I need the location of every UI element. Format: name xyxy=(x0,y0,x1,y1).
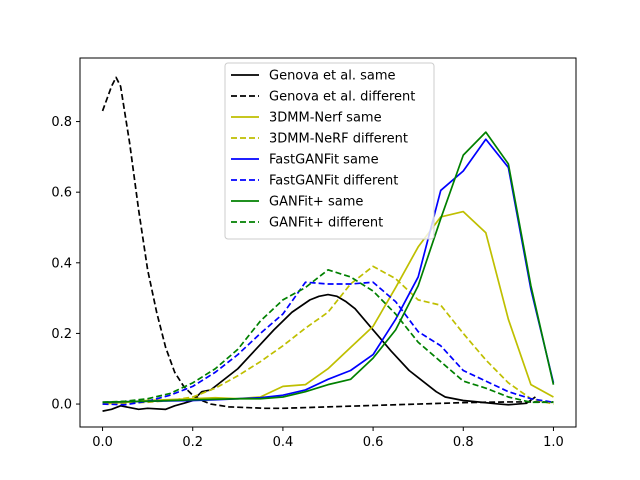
legend-label: GANFit+ same xyxy=(269,195,363,210)
x-tick-label: 0.2 xyxy=(182,435,203,450)
y-tick-label: 0.2 xyxy=(51,327,72,342)
x-tick-label: 0.6 xyxy=(363,435,384,450)
legend: Genova et al. same Genova et al. differen… xyxy=(224,62,435,240)
plot-lines xyxy=(101,76,555,412)
series-line-6 xyxy=(102,131,555,404)
legend-label: GANFit+ different xyxy=(269,216,383,231)
legend-box xyxy=(224,62,435,240)
x-axis: 0.0 0.2 0.4 0.6 0.8 1.0 xyxy=(92,427,564,450)
y-tick-label: 0.0 xyxy=(51,398,72,413)
legend-label: Genova et al. same xyxy=(269,69,396,84)
series-line-2 xyxy=(102,210,554,405)
series-line-5 xyxy=(102,281,554,406)
x-tick-label: 1.0 xyxy=(543,435,564,450)
axes-frame xyxy=(79,57,577,428)
legend-label: 3DMM-Nerf same xyxy=(269,111,382,126)
legend-label: 3DMM-NeRF different xyxy=(269,132,408,147)
y-axis: 0.0 0.2 0.4 0.6 0.8 xyxy=(51,115,80,413)
series-line-0 xyxy=(102,293,536,412)
series-line-3 xyxy=(102,265,554,405)
x-tick-label: 0.8 xyxy=(453,435,474,450)
y-tick-label: 0.8 xyxy=(51,115,72,130)
series-line-7 xyxy=(102,269,554,404)
y-tick-label: 0.6 xyxy=(51,186,72,201)
legend-label: Genova et al. different xyxy=(269,90,415,105)
legend-label: FastGANFit different xyxy=(269,174,398,189)
y-tick-label: 0.4 xyxy=(51,256,72,271)
x-tick-label: 0.4 xyxy=(273,435,294,450)
x-tick-label: 0.0 xyxy=(92,435,113,450)
legend-label: FastGANFit same xyxy=(269,153,379,168)
